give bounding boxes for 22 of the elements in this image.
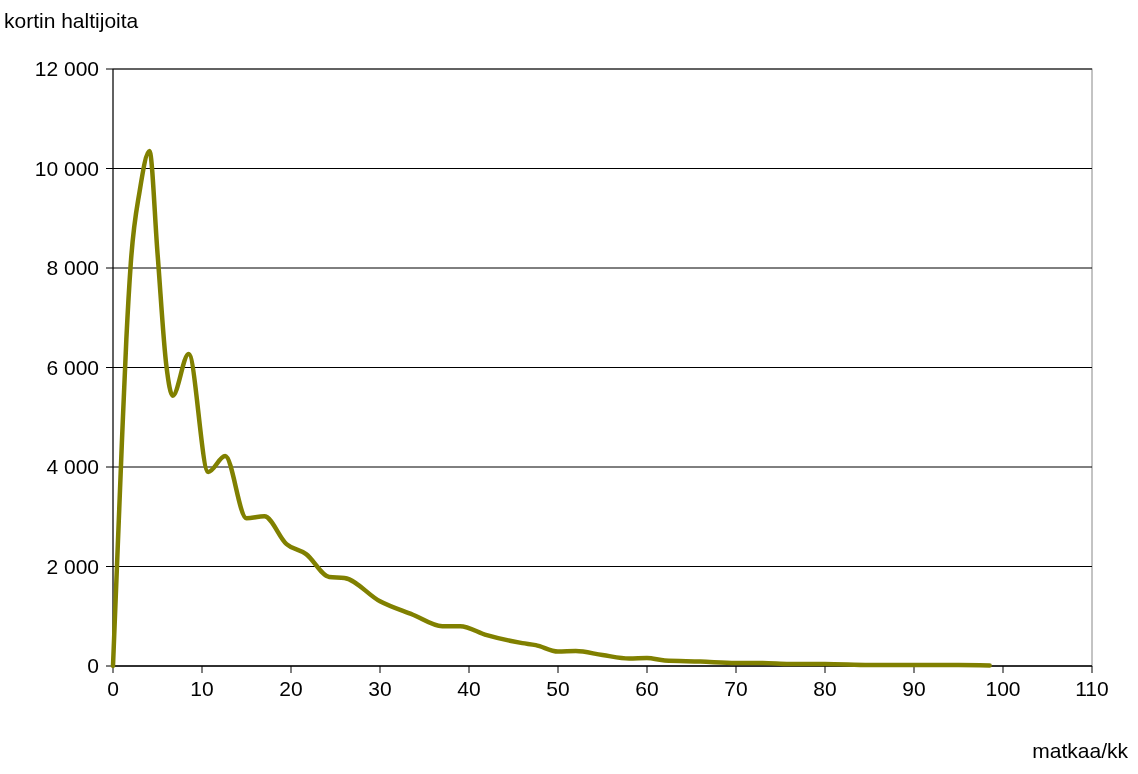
x-tick-label: 40 [457,677,481,700]
x-tick-label: 60 [635,677,659,700]
y-axis-title: kortin haltijoita [4,9,139,32]
x-tick-label: 100 [985,677,1021,700]
line-series [110,148,992,669]
x-tick-label: 10 [190,677,214,700]
y-tick-label: 6 000 [46,355,99,379]
x-tick-label: 110 [1075,677,1109,700]
y-tick-label: 4 000 [46,455,99,479]
x-axis-title: matkaa/kk [1032,739,1129,762]
x-tick-label: 80 [813,677,837,700]
x-tick-label: 20 [279,677,303,700]
x-tick-label: 30 [368,677,392,700]
x-tick-label: 90 [902,677,926,700]
x-tick-label: 50 [546,677,570,700]
y-tick-label: 2 000 [46,554,99,578]
y-tick-label: 8 000 [46,256,99,280]
x-tick-label: 0 [107,677,119,700]
y-tick-label: 12 000 [34,57,99,81]
y-tick-label: 0 [87,654,99,678]
y-tick-label: 10 000 [34,156,99,180]
x-tick-label: 70 [724,677,748,700]
